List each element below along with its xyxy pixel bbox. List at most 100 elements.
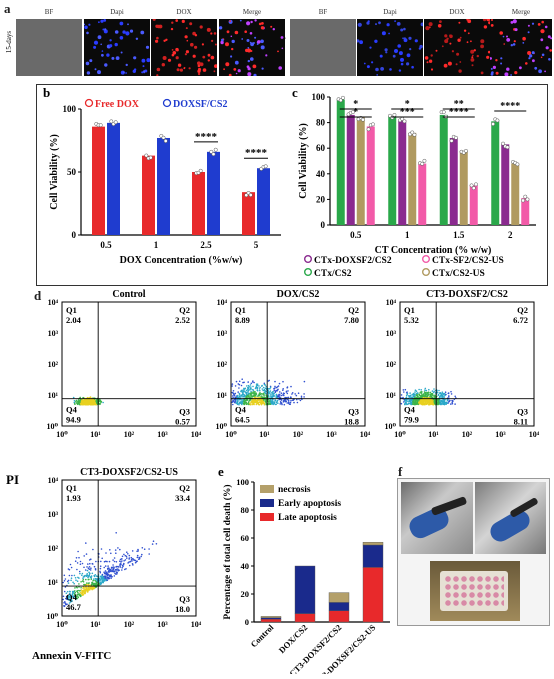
event-dot [91,588,93,590]
cell-dot [265,54,268,57]
cell-dot [202,55,206,59]
event-dot [424,387,427,390]
event-dot [73,400,76,402]
event-dot [253,381,255,384]
event-dot [69,593,71,595]
event-dot [95,582,98,585]
event-dot [63,605,66,607]
event-dot [428,401,430,404]
cell-dot [359,40,363,45]
bar [398,120,407,225]
event-dot [76,562,79,564]
event-dot [119,558,122,561]
event-dot [416,392,419,394]
x-tick-label: 10¹ [259,430,270,439]
event-dot [240,384,243,387]
event-dot [77,591,79,594]
event-dot [434,396,436,398]
cell-dot [181,19,185,23]
event-dot [78,586,80,588]
event-dot [261,395,263,397]
event-dot [242,381,244,384]
quadrant-label: Q4 [66,405,78,415]
x-tick-label: DOX/CS2 [277,622,310,655]
event-dot [263,402,266,405]
event-dot [151,543,154,545]
event-dot [231,385,233,387]
event-dot [250,395,252,397]
cell-dot [111,56,115,60]
flow-plot-control: Control10⁰10⁰10¹10¹10²10²10³10³10⁴10⁴Q12… [46,289,201,439]
cell-dot [84,23,86,26]
event-dot [438,400,441,402]
event-dot [432,400,434,402]
event-dot [263,391,266,393]
event-dot [81,592,83,595]
cell-dot [403,27,406,31]
event-dot [269,386,272,389]
micrograph-dox-15days [151,19,217,76]
x-tick-label: 10⁰ [394,430,406,439]
event-dot [400,394,403,396]
event-dot [273,387,276,389]
cell-dot [532,59,535,63]
stacked-bar-segment [328,610,350,623]
replicate-point [213,147,218,152]
event-dot [88,566,91,568]
event-dot [416,402,419,405]
cell-dot [119,21,124,26]
event-dot [251,399,253,402]
event-dot [287,396,290,399]
replicate-point [361,117,365,122]
event-dot [296,398,298,401]
event-dot [427,397,430,399]
event-dot [421,395,423,398]
event-dot [259,386,261,389]
event-dot [99,571,102,574]
legend-label: CTx-SF2/CS2-US [432,256,504,266]
cell-dot [467,32,470,35]
quadrant-label: Q3 [517,407,528,417]
event-dot [438,389,440,392]
y-tick-label: 10² [48,544,59,553]
significance-stars: **** [449,107,469,118]
legend-swatch [260,513,274,521]
event-dot [130,558,133,561]
event-dot [79,572,81,575]
cell-dot [541,53,545,57]
cell-dot [100,19,104,23]
replicate-point [471,186,476,191]
cell-dot [86,71,91,75]
event-dot [284,399,286,401]
caption-bf-2: BF [318,8,328,16]
replicate-point [341,95,345,100]
bar [449,137,458,225]
cell-dot [219,26,223,30]
x-tick-label: 10³ [157,620,168,629]
event-dot [438,392,441,394]
cell-dot [512,43,516,46]
event-dot [74,591,77,594]
event-dot [442,394,444,397]
legend-marker [303,267,312,276]
cell-dot [531,22,535,25]
micrograph-bf-15days [16,19,82,76]
event-dot [275,396,277,399]
y-tick-label: 20 [241,589,250,599]
y-tick-label: 80 [316,118,326,128]
event-dot [405,394,408,397]
event-dot [256,383,259,385]
y-tick-label: 10⁰ [384,422,396,431]
event-dot [262,386,265,389]
bar [408,132,417,225]
cell-dot [459,61,462,63]
event-dot [276,386,279,388]
event-dot [100,548,103,550]
event-dot [107,565,109,567]
event-dot [231,383,234,385]
cell-dot [513,40,516,43]
cell-dot [109,39,112,42]
event-dot [131,550,134,552]
event-dot [112,564,114,566]
